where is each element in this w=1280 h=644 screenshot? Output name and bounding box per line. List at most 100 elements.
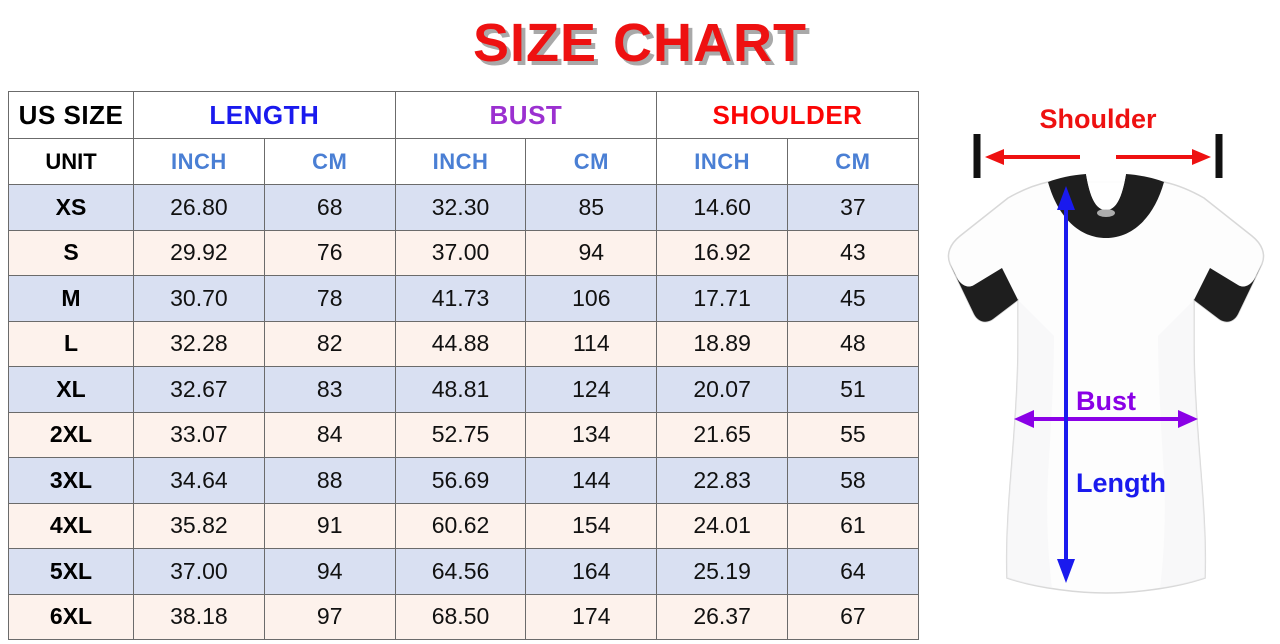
cell-shoulder-cm: 37: [787, 184, 919, 231]
length-arrow-head-bottom: [1057, 559, 1075, 583]
header-unit: UNIT: [8, 138, 134, 185]
table-row: 5XL 37.00 94 64.56 164 25.19 64: [8, 548, 919, 595]
garment-diagram: Bust Length Shoulder: [930, 86, 1280, 644]
cell-shoulder-cm: 45: [787, 275, 919, 322]
cell-shoulder-inch: 17.71: [656, 275, 788, 322]
shoulder-arrow-right-head: [1192, 149, 1211, 165]
cell-bust-cm: 164: [525, 548, 658, 595]
header-bust: BUST: [394, 91, 658, 139]
cell-length-inch: 34.64: [133, 457, 265, 504]
header-us-size: US SIZE: [8, 91, 134, 139]
cell-length-cm: 97: [263, 593, 396, 640]
cell-us-size: M: [8, 275, 134, 322]
cell-shoulder-cm: 48: [787, 320, 919, 367]
cell-us-size: L: [8, 320, 134, 367]
cell-bust-inch: 41.73: [394, 275, 527, 322]
cell-length-inch: 33.07: [133, 411, 265, 458]
cell-length-inch: 29.92: [133, 229, 265, 276]
cell-us-size: 6XL: [8, 593, 134, 640]
table-body: XS 26.80 68 32.30 85 14.60 37 S 29.92 76 37.00 94 16…: [8, 184, 919, 640]
table-row: M 30.70 78 41.73 106 17.71 45: [8, 275, 919, 322]
cell-length-cm: 94: [263, 548, 396, 595]
header-bust-inch: INCH: [394, 138, 527, 185]
cell-bust-inch: 60.62: [394, 502, 527, 549]
shoulder-label: Shoulder: [1039, 104, 1156, 134]
cell-bust-cm: 174: [525, 593, 658, 640]
cell-us-size: 5XL: [8, 548, 134, 595]
cell-shoulder-inch: 20.07: [656, 366, 788, 413]
table-row: L 32.28 82 44.88 114 18.89 48: [8, 320, 919, 367]
table-row: 3XL 34.64 88 56.69 144 22.83 58: [8, 457, 919, 504]
cell-shoulder-inch: 26.37: [656, 593, 788, 640]
cell-shoulder-cm: 61: [787, 502, 919, 549]
cell-shoulder-cm: 67: [787, 593, 919, 640]
cell-bust-inch: 64.56: [394, 548, 527, 595]
cell-shoulder-inch: 24.01: [656, 502, 788, 549]
cell-shoulder-inch: 22.83: [656, 457, 788, 504]
cell-bust-cm: 144: [525, 457, 658, 504]
cell-length-inch: 30.70: [133, 275, 265, 322]
cell-shoulder-inch: 18.89: [656, 320, 788, 367]
cell-us-size: XL: [8, 366, 134, 413]
cell-shoulder-cm: 58: [787, 457, 919, 504]
cell-length-inch: 37.00: [133, 548, 265, 595]
header-shoulder-cm: CM: [787, 138, 919, 185]
tshirt-collar-notch: [1097, 209, 1115, 217]
cell-bust-inch: 32.30: [394, 184, 527, 231]
cell-length-cm: 82: [263, 320, 396, 367]
cell-shoulder-inch: 16.92: [656, 229, 788, 276]
cell-length-cm: 88: [263, 457, 396, 504]
header-bust-cm: CM: [525, 138, 658, 185]
title-bar: SIZE CHART: [0, 0, 1280, 86]
tshirt-body-shading-right: [1158, 300, 1206, 588]
table-row: S 29.92 76 37.00 94 16.92 43: [8, 229, 919, 276]
unit-header-row: UNIT INCH CM INCH CM INCH CM: [8, 138, 919, 185]
cell-bust-cm: 85: [525, 184, 658, 231]
length-label: Length: [1076, 468, 1166, 498]
cell-length-cm: 76: [263, 229, 396, 276]
cell-us-size: XS: [8, 184, 134, 231]
content-area: US SIZE LENGTH BUST SHOULDER UNIT INCH C…: [0, 86, 1280, 644]
header-length-cm: CM: [263, 138, 396, 185]
header-length-inch: INCH: [133, 138, 265, 185]
cell-shoulder-inch: 14.60: [656, 184, 788, 231]
cell-length-inch: 38.18: [133, 593, 265, 640]
bust-arrow-head-right: [1178, 410, 1198, 428]
cell-bust-cm: 134: [525, 411, 658, 458]
length-arrow-head-top: [1057, 186, 1075, 210]
shoulder-measurement-group: [973, 134, 1223, 178]
cell-bust-inch: 44.88: [394, 320, 527, 367]
table-row: 4XL 35.82 91 60.62 154 24.01 61: [8, 502, 919, 549]
cell-bust-inch: 56.69: [394, 457, 527, 504]
cell-shoulder-cm: 51: [787, 366, 919, 413]
tshirt-illustration: [947, 173, 1265, 594]
cell-bust-inch: 68.50: [394, 593, 527, 640]
cell-length-inch: 32.67: [133, 366, 265, 413]
cell-length-cm: 83: [263, 366, 396, 413]
cell-us-size: 3XL: [8, 457, 134, 504]
size-chart-table: US SIZE LENGTH BUST SHOULDER UNIT INCH C…: [8, 91, 919, 640]
cell-length-inch: 32.28: [133, 320, 265, 367]
bust-measurement-group: Bust: [1014, 386, 1198, 428]
cell-bust-cm: 106: [525, 275, 658, 322]
cell-shoulder-cm: 43: [787, 229, 919, 276]
tshirt-cuff-right: [1194, 264, 1262, 322]
page-title: SIZE CHART: [473, 13, 807, 73]
table-row: 6XL 38.18 97 68.50 174 26.37 67: [8, 593, 919, 640]
header-length: LENGTH: [133, 91, 396, 139]
header-shoulder: SHOULDER: [656, 91, 919, 139]
cell-bust-inch: 48.81: [394, 366, 527, 413]
cell-shoulder-inch: 25.19: [656, 548, 788, 595]
cell-bust-cm: 124: [525, 366, 658, 413]
tshirt-collar: [1048, 174, 1164, 238]
tshirt-collar-opening: [1086, 173, 1126, 210]
cell-length-cm: 84: [263, 411, 396, 458]
cell-bust-cm: 114: [525, 320, 658, 367]
cell-length-inch: 35.82: [133, 502, 265, 549]
bust-arrow-head-left: [1014, 410, 1034, 428]
cell-length-cm: 78: [263, 275, 396, 322]
cell-us-size: 4XL: [8, 502, 134, 549]
cell-length-inch: 26.80: [133, 184, 265, 231]
cell-bust-inch: 37.00: [394, 229, 527, 276]
group-header-row: US SIZE LENGTH BUST SHOULDER: [8, 91, 919, 139]
